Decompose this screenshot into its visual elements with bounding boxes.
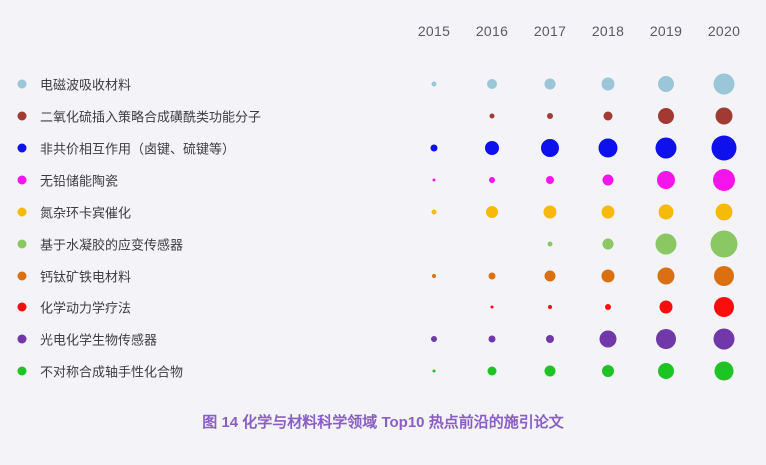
topic-label: 电磁波吸收材料	[40, 77, 132, 93]
bubble	[715, 203, 733, 221]
bubble	[432, 273, 436, 278]
year-label: 2015	[417, 23, 451, 39]
legend-dot	[17, 143, 27, 153]
bubble	[658, 204, 674, 220]
bubble	[599, 330, 617, 348]
bubble	[714, 265, 734, 286]
bubble	[541, 139, 559, 157]
bubble	[601, 269, 615, 282]
bubble	[487, 366, 497, 376]
bubble	[430, 144, 438, 152]
legend-dot	[17, 207, 27, 217]
legend-dot	[17, 334, 27, 344]
bubble	[544, 270, 556, 281]
bubble	[544, 365, 556, 377]
bubble	[488, 272, 496, 279]
bubble	[710, 230, 738, 257]
year-label: 2020	[707, 23, 741, 39]
bubble	[488, 335, 496, 343]
bubble	[489, 177, 495, 183]
bubble	[659, 300, 673, 314]
bubble	[714, 361, 734, 381]
legend-dot	[17, 79, 27, 89]
bubble	[713, 169, 735, 191]
bubble	[485, 141, 499, 155]
bubble	[487, 79, 497, 89]
year-label: 2016	[475, 23, 509, 39]
bubble	[544, 78, 556, 90]
bubble	[655, 137, 677, 159]
bubble	[657, 267, 675, 284]
year-label: 2019	[649, 23, 683, 39]
topic-label: 基于水凝胶的应变传感器	[40, 237, 184, 252]
bubble	[715, 107, 733, 125]
bubble	[605, 304, 611, 310]
legend-dot	[17, 366, 27, 376]
bubble	[713, 328, 735, 350]
bubble	[490, 305, 494, 309]
bubble	[432, 369, 436, 373]
legend-dot	[17, 302, 27, 312]
bubble	[547, 241, 553, 246]
year-label: 2018	[591, 23, 625, 39]
bubble	[711, 135, 737, 161]
bubble	[546, 176, 554, 184]
topic-label: 氮杂环卡宾催化	[40, 205, 132, 221]
bubble	[602, 174, 614, 186]
topic-label: 非共价相互作用（卤键、硫键等）	[40, 141, 236, 157]
bubble	[601, 77, 615, 91]
topic-label: 钙钛矿铁电材料	[40, 269, 132, 284]
legend-dot	[17, 111, 27, 121]
bubble	[489, 113, 495, 119]
bubble	[603, 111, 613, 121]
bubble	[714, 297, 734, 317]
bubble	[431, 209, 437, 215]
topic-label: 无铅储能陶瓷	[40, 173, 119, 189]
bubble	[655, 233, 677, 254]
topic-label: 二氧化硫插入策略合成磺酰类功能分子	[40, 109, 262, 125]
topic-label: 化学动力学疗法	[40, 300, 132, 316]
topic-label: 不对称合成轴手性化合物	[40, 364, 184, 380]
bubble	[431, 81, 437, 87]
bubble	[543, 205, 557, 219]
legend-dot	[17, 239, 27, 248]
bubble	[602, 238, 614, 249]
bubble	[602, 365, 614, 377]
legend-dot	[17, 271, 27, 280]
bubble	[432, 178, 436, 182]
bubble	[486, 206, 498, 218]
bubble	[658, 108, 674, 124]
bubble	[598, 138, 618, 158]
bubble	[601, 205, 615, 219]
legend-dot	[17, 175, 27, 185]
bubble	[546, 335, 554, 343]
bubble	[658, 363, 674, 379]
bubble	[656, 329, 676, 349]
topic-label: 光电化学生物传感器	[40, 332, 158, 348]
year-label: 2017	[533, 23, 567, 39]
bubble	[657, 171, 675, 189]
figure-caption: 图 14 化学与材料科学领域 Top10 热点前沿的施引论文	[202, 414, 564, 431]
bubble	[713, 73, 735, 95]
bubble	[547, 113, 553, 119]
bubble	[658, 76, 674, 92]
bubble	[431, 336, 437, 342]
bubble	[548, 305, 552, 309]
